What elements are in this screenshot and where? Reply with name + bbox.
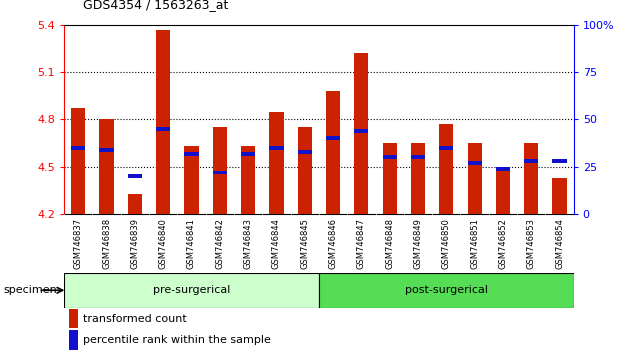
Text: GSM746837: GSM746837 [74,218,83,269]
Text: GSM746851: GSM746851 [470,218,479,269]
Bar [496,167,510,171]
Text: GSM746852: GSM746852 [499,218,508,269]
Bar [411,143,425,214]
Bar [99,148,113,152]
Bar [439,146,453,150]
Text: GSM746847: GSM746847 [357,218,366,269]
Text: GSM746840: GSM746840 [159,218,168,269]
Bar [269,112,283,214]
Text: post-surgerical: post-surgerical [405,285,488,295]
Text: GSM746843: GSM746843 [244,218,253,269]
Bar [467,161,481,165]
Bar [439,124,453,214]
Bar [128,174,142,178]
Bar [71,108,85,214]
Bar [241,152,255,155]
Bar [496,170,510,214]
Bar [524,159,538,163]
Text: transformed count: transformed count [83,314,187,324]
Text: GSM746844: GSM746844 [272,218,281,269]
Bar [319,273,574,308]
Bar [156,29,171,214]
Text: GSM746842: GSM746842 [215,218,224,269]
Bar [99,120,113,214]
Bar [241,146,255,214]
Bar [411,155,425,159]
Bar [185,152,199,155]
Bar [553,178,567,214]
Bar [69,309,78,329]
Text: pre-surgerical: pre-surgerical [153,285,230,295]
Bar [326,91,340,214]
Bar [213,171,227,175]
Bar [354,53,369,214]
Bar [354,129,369,133]
Bar [269,146,283,150]
Bar [383,143,397,214]
Bar [185,146,199,214]
Bar [213,127,227,214]
Text: GSM746848: GSM746848 [385,218,394,269]
Text: GSM746839: GSM746839 [130,218,139,269]
Text: GSM746841: GSM746841 [187,218,196,269]
Bar [64,273,319,308]
Text: GSM746845: GSM746845 [300,218,309,269]
Text: GSM746850: GSM746850 [442,218,451,269]
Text: GSM746853: GSM746853 [527,218,536,269]
Bar [128,194,142,214]
Bar [326,136,340,141]
Bar [297,127,312,214]
Bar [383,155,397,159]
Text: GSM746838: GSM746838 [102,218,111,269]
Text: GSM746846: GSM746846 [329,218,338,269]
Bar [553,159,567,163]
Bar [69,331,78,350]
Bar [467,143,481,214]
Text: percentile rank within the sample: percentile rank within the sample [83,335,271,345]
Text: GSM746854: GSM746854 [555,218,564,269]
Text: GDS4354 / 1563263_at: GDS4354 / 1563263_at [83,0,229,11]
Text: GSM746849: GSM746849 [413,218,422,269]
Bar [156,127,171,131]
Text: specimen: specimen [3,285,57,295]
Bar [524,143,538,214]
Bar [71,146,85,150]
Bar [297,150,312,154]
